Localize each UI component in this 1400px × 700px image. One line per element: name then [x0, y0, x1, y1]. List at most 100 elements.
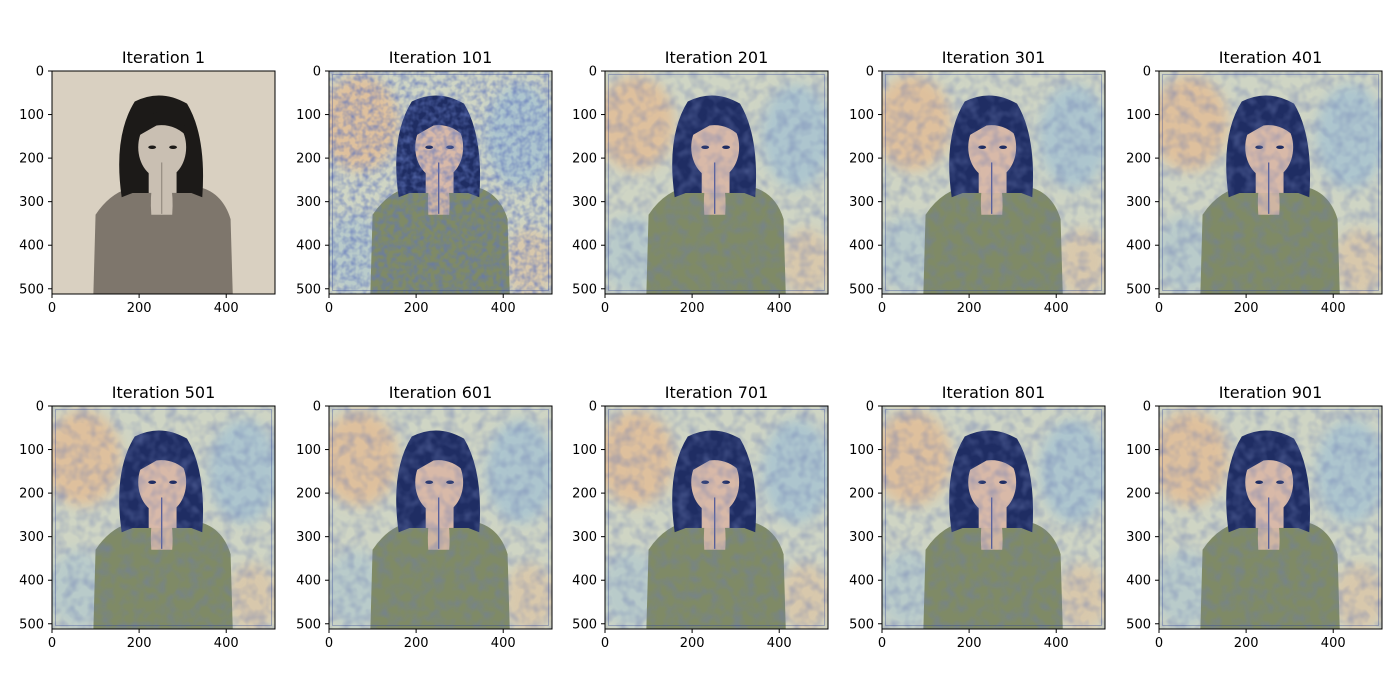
axes-frame	[1158, 405, 1383, 630]
y-tick-label: 300	[572, 195, 597, 210]
y-tick-label: 300	[1126, 195, 1151, 210]
y-tick-label: 200	[572, 487, 597, 502]
y-tick-label: 100	[849, 443, 874, 458]
panel-image	[1159, 71, 1382, 294]
x-tick-label: 200	[404, 636, 429, 651]
panel-title: Iteration 201	[665, 48, 769, 67]
y-tick-label: 300	[849, 195, 874, 210]
x-tick-label: 200	[680, 301, 705, 316]
y-tick-label: 400	[849, 574, 874, 589]
panel-iteration-701: Iteration 701 0 200 400 0 100 200 300 400 500	[572, 383, 829, 651]
y-tick-label: 400	[1126, 239, 1151, 254]
panel-title: Iteration 601	[389, 383, 493, 402]
axes-frame	[881, 70, 1106, 295]
axes-frame	[881, 405, 1106, 630]
y-tick-label: 0	[866, 65, 874, 80]
y-tick-label: 200	[572, 152, 597, 167]
y-tick-label: 0	[313, 400, 321, 415]
x-tick-label: 0	[601, 301, 609, 316]
x-tick-label: 400	[1321, 636, 1346, 651]
axes-frame	[328, 405, 553, 630]
panel-image	[52, 406, 275, 629]
y-tick-label: 400	[19, 574, 44, 589]
y-tick-label: 500	[19, 282, 44, 297]
y-tick-label: 400	[572, 574, 597, 589]
y-tick-label: 100	[296, 108, 321, 123]
axes-frame	[1158, 70, 1383, 295]
y-tick-label: 400	[572, 239, 597, 254]
x-tick-label: 0	[48, 301, 56, 316]
x-tick-label: 400	[1044, 636, 1069, 651]
x-tick-label: 400	[491, 636, 516, 651]
x-tick-label: 200	[1234, 301, 1259, 316]
x-tick-label: 200	[1234, 636, 1259, 651]
x-tick-label: 0	[48, 636, 56, 651]
panel-title: Iteration 101	[389, 48, 493, 67]
y-tick-label: 400	[849, 239, 874, 254]
x-tick-label: 400	[767, 636, 792, 651]
x-tick-label: 200	[127, 636, 152, 651]
y-tick-label: 0	[313, 65, 321, 80]
y-tick-label: 100	[849, 108, 874, 123]
panel-image	[1159, 406, 1382, 629]
x-tick-label: 0	[878, 301, 886, 316]
panels-grid: Iteration 10 200 4000100200300400500Iterat…	[19, 48, 1383, 651]
y-tick-label: 100	[19, 443, 44, 458]
y-tick-label: 100	[1126, 108, 1151, 123]
y-tick-label: 400	[296, 574, 321, 589]
y-tick-label: 300	[296, 195, 321, 210]
axes-frame	[51, 405, 276, 630]
x-tick-label: 400	[214, 301, 239, 316]
y-tick-label: 500	[1126, 282, 1151, 297]
axes-frame	[604, 405, 829, 630]
x-tick-label: 0	[325, 636, 333, 651]
panel-image	[329, 71, 552, 294]
y-tick-label: 100	[572, 108, 597, 123]
y-tick-label: 0	[589, 400, 597, 415]
panel-image	[605, 406, 828, 629]
panel-iteration-301: Iteration 301 0 200 400 0 100 200 300 400 500	[849, 48, 1106, 316]
y-tick-label: 0	[36, 400, 44, 415]
y-tick-label: 500	[296, 617, 321, 632]
panel-title: Iteration 801	[942, 383, 1046, 402]
y-tick-label: 500	[19, 617, 44, 632]
panel-iteration-501: Iteration 501 0 200 400 0 100 200 300 400 500	[19, 383, 276, 651]
panel-image	[882, 71, 1105, 294]
panel-iteration-1: Iteration 1 0 200 400 0 100 200 300 400 500	[19, 48, 276, 316]
y-tick-label: 100	[296, 443, 321, 458]
panel-iteration-801: Iteration 801 0 200 400 0 100 200 300 400 500	[849, 383, 1106, 651]
y-tick-label: 500	[849, 617, 874, 632]
x-tick-label: 200	[127, 301, 152, 316]
x-tick-label: 200	[404, 301, 429, 316]
x-tick-label: 0	[1155, 636, 1163, 651]
panel-title: Iteration 701	[665, 383, 769, 402]
x-tick-label: 200	[957, 301, 982, 316]
x-tick-label: 400	[491, 301, 516, 316]
y-tick-label: 300	[572, 530, 597, 545]
x-tick-label: 200	[680, 636, 705, 651]
y-tick-label: 0	[1143, 400, 1151, 415]
panel-iteration-101: Iteration 101 0 200 400 0 100 200 300 400 500	[296, 48, 553, 316]
y-tick-label: 200	[849, 152, 874, 167]
x-tick-label: 0	[1155, 301, 1163, 316]
y-tick-label: 300	[19, 530, 44, 545]
panel-iteration-601: Iteration 601 0 200 400 0 100 200 300 400 500	[296, 383, 553, 651]
panel-iteration-401: Iteration 401 0 200 400 0 100 200 300 400 500	[1126, 48, 1383, 316]
x-tick-label: 400	[1044, 301, 1069, 316]
y-tick-label: 300	[1126, 530, 1151, 545]
panel-title: Iteration 501	[112, 383, 216, 402]
y-tick-label: 500	[1126, 617, 1151, 632]
axes-frame	[604, 70, 829, 295]
y-tick-label: 200	[19, 487, 44, 502]
y-tick-label: 200	[1126, 487, 1151, 502]
y-tick-label: 500	[849, 282, 874, 297]
x-tick-label: 0	[601, 636, 609, 651]
panel-title: Iteration 1	[122, 48, 205, 67]
y-tick-label: 0	[36, 65, 44, 80]
y-tick-label: 200	[19, 152, 44, 167]
panel-title: Iteration 301	[942, 48, 1046, 67]
y-tick-label: 100	[572, 443, 597, 458]
y-tick-label: 300	[296, 530, 321, 545]
panel-image	[52, 71, 275, 294]
